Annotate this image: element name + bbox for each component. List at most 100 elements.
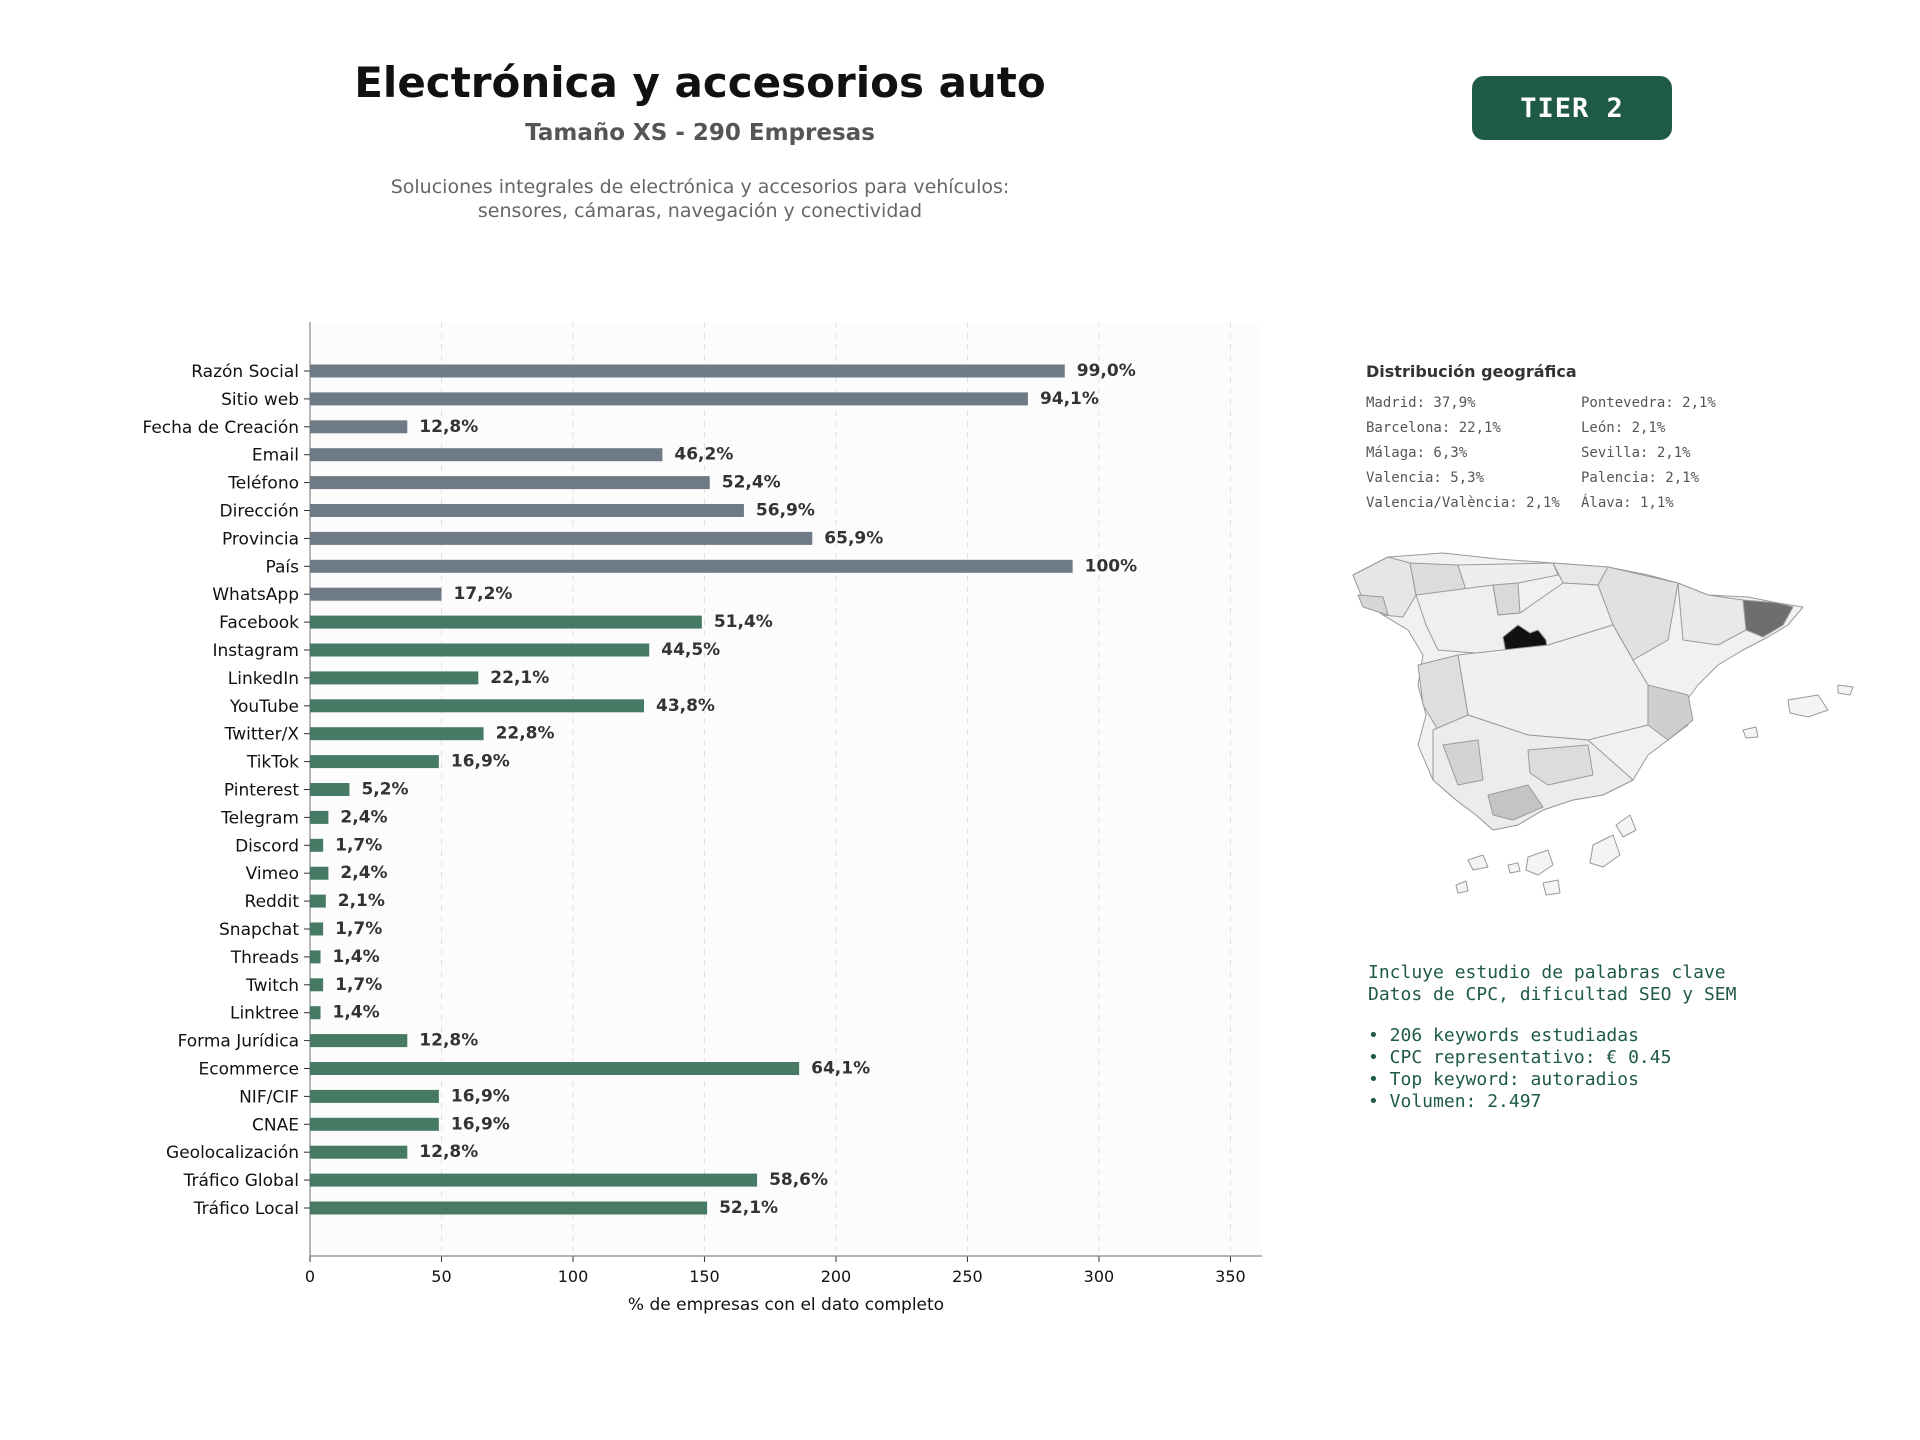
bar: [310, 1006, 321, 1020]
x-tick-label: 250: [952, 1267, 983, 1286]
map-region-cyl: [1415, 582, 1614, 656]
map-region-sevilla: [1442, 739, 1484, 786]
bar: [310, 448, 663, 462]
bar: [310, 476, 710, 490]
geo-item: Pontevedra: 2,1%: [1581, 395, 1716, 411]
data-label: 1,7%: [335, 919, 382, 939]
bar: [310, 392, 1028, 406]
data-label: 17,2%: [453, 584, 512, 604]
header: Electrónica y accesorios auto Tamaño XS …: [230, 59, 1170, 224]
data-label: 22,1%: [490, 668, 549, 688]
category-label: Teléfono: [227, 474, 299, 494]
data-label: 12,8%: [419, 1142, 478, 1162]
category-label: Reddit: [245, 892, 300, 912]
geo-item: Valencia: 5,3%: [1366, 470, 1485, 486]
map-region-east-andalucia: [1527, 744, 1594, 786]
data-label: 5,2%: [361, 780, 408, 800]
bar: [310, 755, 439, 769]
bar: [310, 587, 442, 601]
keywords-intro-1: Incluye estudio de palabras clave: [1368, 962, 1726, 983]
x-tick-label: 0: [305, 1267, 315, 1286]
bar: [310, 783, 350, 796]
data-label: 56,9%: [756, 501, 815, 521]
keywords-intro-2: Datos de CPC, dificultad SEO y SEM: [1368, 984, 1737, 1005]
category-label: YouTube: [229, 697, 299, 717]
geo-item: Palencia: 2,1%: [1581, 470, 1700, 486]
geo-item: León: 2,1%: [1581, 420, 1666, 436]
category-label: Email: [252, 446, 299, 466]
category-label: NIF/CIF: [239, 1087, 299, 1107]
category-label: Threads: [230, 948, 299, 968]
category-label: Razón Social: [191, 362, 299, 382]
x-tick-label: 50: [431, 1267, 451, 1286]
keyword-bullet: • 206 keywords estudiadas: [1368, 1025, 1639, 1046]
bar: [310, 1173, 758, 1187]
bar: [310, 978, 324, 992]
category-label: LinkedIn: [228, 669, 299, 689]
category-label: Facebook: [219, 613, 299, 633]
map-region-pontevedra: [1357, 594, 1389, 616]
x-axis-label: % de empresas con el dato completo: [628, 1295, 944, 1315]
data-label: 100%: [1085, 556, 1138, 576]
keywords-info: Incluye estudio de palabras clave Datos …: [1368, 962, 1736, 1113]
data-label: 16,9%: [451, 1114, 510, 1134]
category-label: Linktree: [230, 1004, 299, 1024]
category-label: TikTok: [246, 753, 299, 773]
bar: [310, 531, 813, 545]
category-label: Dirección: [220, 502, 299, 522]
x-tick-label: 100: [558, 1267, 589, 1286]
bar-chart: 0 50 100 150 200 250 300 350 % de empresas con e…: [142, 322, 1262, 1315]
map-region-canary-7: [1455, 880, 1469, 894]
data-label: 58,6%: [769, 1170, 828, 1190]
x-tick-label: 200: [821, 1267, 852, 1286]
keyword-bullet: • Top keyword: autoradios: [1368, 1069, 1639, 1090]
bar: [310, 420, 408, 434]
data-label: 16,9%: [451, 1086, 510, 1106]
data-label: 1,4%: [333, 1003, 380, 1023]
bar: [310, 1089, 439, 1103]
bar: [310, 950, 321, 964]
data-label: 12,8%: [419, 1031, 478, 1051]
map-region-canary-6: [1615, 814, 1637, 838]
map-region-canary-1: [1467, 854, 1489, 871]
category-label: Vimeo: [246, 864, 299, 884]
x-tick-label: 300: [1084, 1267, 1115, 1286]
category-label: Tráfico Local: [193, 1199, 299, 1219]
map-region-canary-5: [1589, 834, 1621, 868]
bar: [310, 671, 479, 685]
geo-list: Madrid: 37,9% Pontevedra: 2,1% Barcelona…: [1366, 395, 1796, 511]
bar: [310, 699, 644, 713]
data-label: 2,4%: [340, 807, 387, 827]
category-label: WhatsApp: [212, 585, 299, 605]
category-label: Twitter/X: [224, 725, 300, 745]
keyword-bullet: • Volumen: 2.497: [1368, 1091, 1542, 1112]
geo-item: Valencia/València: 2,1%: [1366, 495, 1560, 511]
category-label: Geolocalización: [166, 1143, 299, 1163]
data-label: 43,8%: [656, 696, 715, 716]
map-region-malaga: [1487, 784, 1544, 821]
category-label: Telegram: [220, 808, 299, 828]
category-label: Discord: [235, 836, 299, 856]
bar: [310, 838, 324, 852]
bar: [310, 559, 1073, 573]
bar: [310, 504, 744, 517]
map-region-balearics: [1787, 694, 1829, 718]
geo-item: Barcelona: 22,1%: [1366, 420, 1501, 436]
bar: [310, 643, 650, 657]
category-label: Snapchat: [219, 920, 299, 940]
category-label: Sitio web: [221, 390, 299, 410]
data-label: 64,1%: [811, 1059, 870, 1079]
data-label: 1,7%: [335, 835, 382, 855]
keyword-bullet: • CPC representativo: € 0.45: [1368, 1047, 1672, 1068]
data-label: 44,5%: [661, 640, 720, 660]
map-region-barcelona: [1742, 599, 1794, 638]
bar: [310, 1062, 800, 1075]
geo-item: Málaga: 6,3%: [1366, 445, 1468, 461]
map-region-canary-3: [1525, 849, 1554, 876]
category-label: Forma Jurídica: [178, 1032, 299, 1052]
data-label: 16,9%: [451, 752, 510, 772]
data-label: 22,8%: [496, 724, 555, 744]
category-label: Tráfico Global: [183, 1171, 299, 1191]
bar: [310, 810, 329, 824]
data-label: 52,4%: [722, 473, 781, 493]
